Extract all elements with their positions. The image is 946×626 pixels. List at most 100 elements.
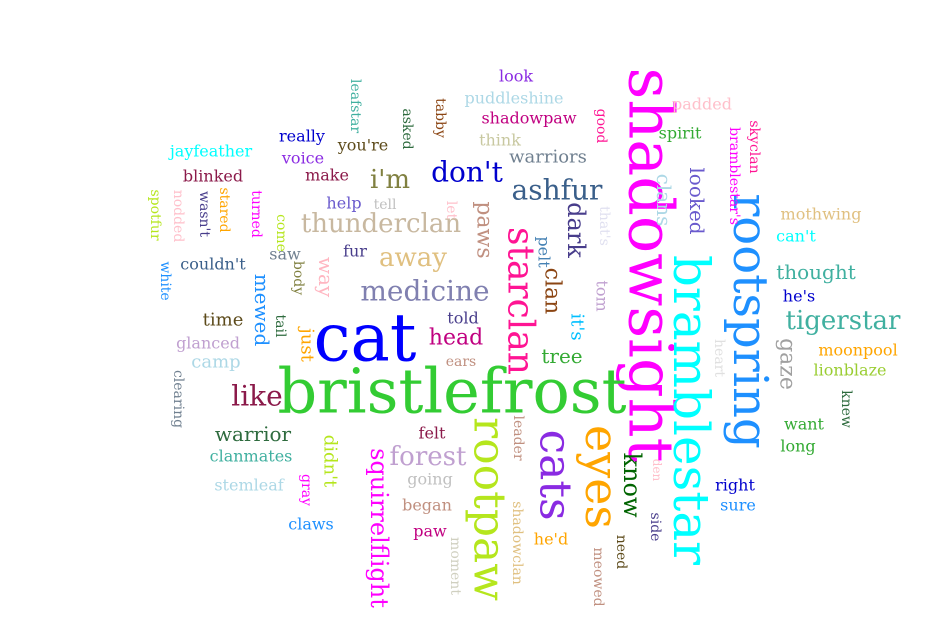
word-38: felt: [419, 424, 447, 443]
word-88: long: [780, 437, 815, 456]
word-83: clearing: [170, 370, 186, 428]
word-70: leafstar: [347, 79, 363, 133]
word-17: don't: [431, 156, 504, 189]
word-26: gaze: [775, 338, 800, 390]
word-57: nodded: [170, 190, 186, 243]
word-0: shadowsight: [615, 68, 688, 463]
word-61: blinked: [183, 167, 243, 186]
word-9: ashfur: [512, 174, 603, 207]
word-67: tell: [374, 197, 397, 213]
word-36: just: [297, 326, 318, 362]
word-40: camp: [191, 352, 240, 373]
word-92: stemleaf: [214, 476, 284, 495]
word-64: voice: [281, 149, 324, 168]
word-69: tabby: [432, 98, 448, 138]
word-104: sure: [720, 496, 756, 515]
word-65: really: [279, 127, 325, 146]
word-1: bristlefrost: [277, 355, 626, 428]
word-56: wasn't: [196, 191, 212, 237]
word-2: cat: [314, 300, 417, 377]
word-24: looked: [685, 167, 709, 234]
word-55: stared: [216, 187, 232, 232]
word-91: going: [407, 470, 453, 489]
word-59: white: [157, 261, 173, 300]
word-49: help: [326, 194, 361, 213]
word-46: can't: [776, 227, 816, 246]
word-66: you're: [337, 136, 389, 155]
word-34: time: [203, 310, 244, 331]
word-45: mothwing: [781, 205, 862, 224]
word-5: rootpaw: [464, 417, 515, 601]
word-6: eyes: [575, 425, 629, 529]
word-93: gray: [298, 474, 314, 506]
word-74: think: [479, 131, 521, 150]
word-25: clans: [652, 174, 676, 227]
word-22: dark: [562, 202, 590, 258]
word-63: make: [305, 166, 349, 185]
word-79: bramblestar's: [726, 127, 742, 225]
word-60: couldn't: [180, 255, 246, 274]
word-58: spotfur: [147, 189, 163, 240]
word-89: leader: [510, 415, 526, 460]
word-27: warrior: [215, 422, 292, 446]
word-13: thunderclan: [301, 209, 462, 239]
word-8: starclan: [500, 227, 541, 375]
word-62: jayfeather: [168, 142, 253, 161]
word-43: moonpool: [818, 341, 897, 360]
word-75: good: [593, 109, 609, 144]
word-35: didn't: [320, 435, 341, 488]
word-3: bramblestar: [662, 255, 720, 565]
word-103: meowed: [590, 547, 606, 606]
word-47: tom: [593, 280, 612, 311]
word-37: pelt: [535, 236, 554, 268]
word-84: ears: [446, 354, 477, 370]
word-73: shadowpaw: [481, 109, 576, 128]
word-54: turned: [248, 190, 264, 238]
word-94: began: [402, 496, 452, 515]
word-20: like: [231, 380, 282, 413]
word-81: that's: [596, 206, 612, 246]
word-102: need: [613, 535, 629, 570]
word-72: puddleshine: [464, 89, 563, 108]
word-77: spirit: [659, 124, 702, 143]
word-18: i'm: [370, 165, 410, 195]
word-4: rootspring: [722, 193, 778, 448]
word-14: squirrelflight: [365, 448, 393, 608]
word-30: thought: [776, 260, 856, 284]
word-85: heart: [711, 339, 727, 377]
word-29: way: [314, 257, 338, 298]
word-87: knew: [838, 390, 854, 428]
word-21: paws: [472, 201, 497, 258]
word-51: body: [290, 261, 306, 295]
word-90: clanmates: [210, 447, 293, 466]
word-32: it's: [567, 313, 588, 340]
word-41: he's: [783, 287, 815, 306]
word-19: away: [379, 243, 447, 273]
word-97: moment: [447, 537, 463, 595]
word-80: let: [443, 201, 459, 220]
word-7: cats: [530, 429, 581, 520]
word-53: come: [273, 214, 289, 252]
word-16: head: [429, 326, 483, 351]
word-98: shadowclan: [509, 501, 525, 585]
word-71: look: [499, 67, 533, 86]
word-101: side: [647, 513, 663, 542]
word-100: den: [650, 459, 664, 482]
word-95: claws: [288, 515, 334, 534]
word-42: right: [715, 476, 755, 495]
word-23: clan: [540, 268, 565, 315]
word-15: forest: [390, 442, 467, 472]
word-33: warriors: [509, 147, 587, 168]
word-99: he'd: [534, 530, 568, 549]
word-78: skyclan: [746, 120, 762, 173]
word-82: glanced: [176, 334, 240, 353]
word-86: want: [784, 415, 825, 434]
word-48: fur: [343, 242, 367, 261]
word-52: tail: [272, 315, 288, 338]
word-44: lionblaze: [814, 361, 887, 380]
word-68: asked: [399, 108, 415, 149]
word-76: padded: [672, 95, 732, 114]
word-11: tigerstar: [786, 306, 902, 336]
word-96: paw: [413, 522, 447, 541]
word-31: tree: [541, 344, 582, 368]
